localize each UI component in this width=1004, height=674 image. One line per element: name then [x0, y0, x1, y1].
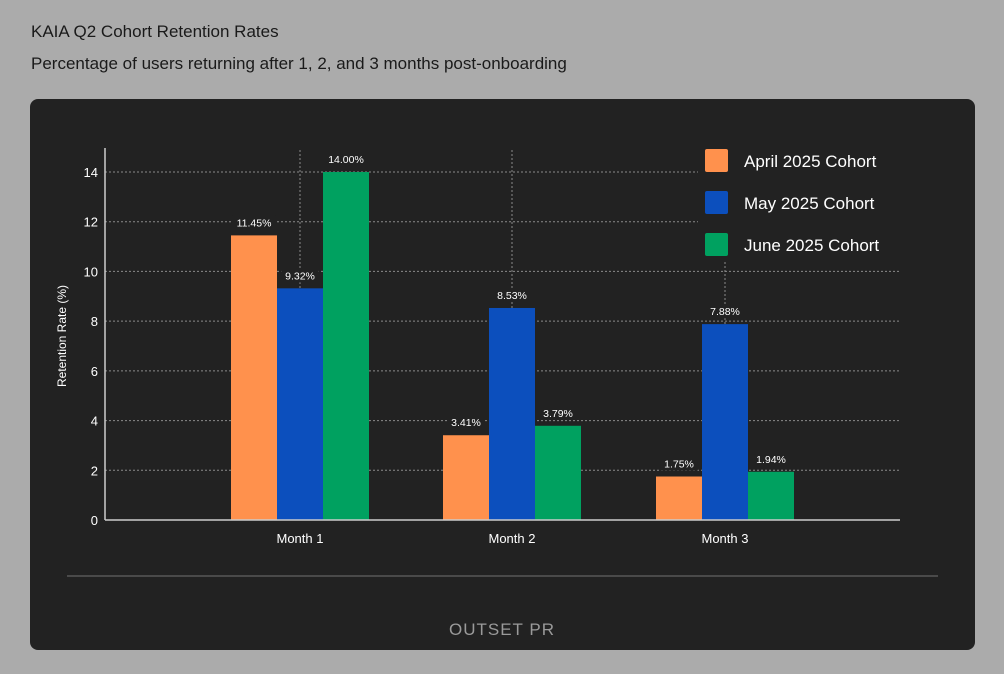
- x-tick-label: Month 1: [277, 531, 324, 546]
- y-tick-label: 8: [91, 314, 98, 329]
- legend-label: May 2025 Cohort: [744, 194, 875, 213]
- data-label: 14.00%: [328, 154, 364, 166]
- y-tick-label: 6: [91, 364, 98, 379]
- legend-swatch: [705, 149, 728, 172]
- footer-divider: [67, 575, 938, 577]
- data-label-bg: [493, 287, 531, 302]
- data-label-bg: [706, 304, 744, 319]
- data-label-bg: [281, 268, 319, 283]
- bar: [489, 307, 535, 520]
- data-label-bg: [660, 456, 698, 471]
- data-label: 11.45%: [237, 217, 272, 229]
- legend-label: June 2025 Cohort: [744, 236, 879, 255]
- y-tick-label: 14: [84, 165, 98, 180]
- y-axis-label: Retention Rate (%): [55, 285, 69, 387]
- bar: [443, 435, 489, 520]
- data-label-bg: [752, 451, 790, 466]
- data-label: 3.79%: [543, 408, 573, 420]
- data-label: 1.75%: [664, 459, 694, 471]
- data-label: 7.88%: [710, 306, 740, 318]
- data-label-bg: [324, 152, 368, 166]
- bar: [656, 476, 702, 520]
- chart-title: KAIA Q2 Cohort Retention Rates: [31, 22, 279, 41]
- data-label: 8.53%: [497, 290, 527, 302]
- bar: [323, 172, 369, 520]
- bar: [702, 324, 748, 520]
- bar: [748, 471, 794, 520]
- data-label-bg: [539, 405, 577, 420]
- y-tick-label: 0: [91, 513, 98, 528]
- legend-box: [698, 140, 903, 262]
- data-label: 9.32%: [285, 270, 315, 282]
- data-label: 3.41%: [451, 417, 481, 429]
- outset-pr-logo: OUTSET PR: [449, 620, 555, 639]
- legend-swatch: [705, 191, 728, 214]
- bar: [277, 288, 323, 520]
- legend-swatch: [705, 233, 728, 256]
- y-tick-label: 4: [91, 414, 98, 429]
- y-tick-label: 12: [84, 215, 98, 230]
- y-tick-label: 2: [91, 463, 98, 478]
- x-tick-label: Month 2: [489, 531, 536, 546]
- data-label-bg: [232, 215, 276, 230]
- bar: [535, 425, 581, 520]
- data-label: 1.94%: [756, 454, 786, 466]
- x-tick-label: Month 3: [702, 531, 749, 546]
- bar: [231, 235, 277, 520]
- legend-label: April 2025 Cohort: [744, 152, 877, 171]
- data-label-bg: [447, 415, 485, 430]
- chart-subtitle: Percentage of users returning after 1, 2…: [31, 54, 567, 73]
- y-tick-label: 10: [84, 264, 98, 279]
